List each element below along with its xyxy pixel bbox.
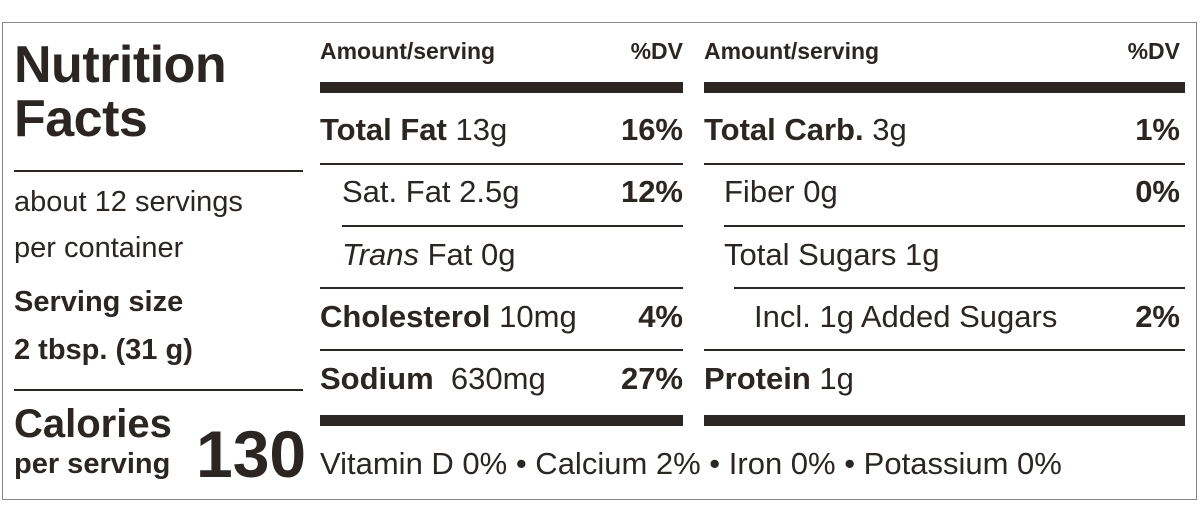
dv-total-fat: 16%: [620, 112, 683, 147]
thick-rule: [704, 82, 1185, 93]
row-divider: [704, 349, 1185, 351]
dv-total-carb: 1%: [1135, 112, 1180, 147]
row-divider: [320, 287, 683, 289]
row-divider: [734, 287, 1185, 289]
dv-sodium: 27%: [620, 361, 683, 396]
nutrient-protein: Protein 1g: [704, 361, 854, 396]
nutrient-cholesterol: Cholesterol 10mg: [320, 299, 577, 334]
nutrient-total-carb: Total Carb. 3g: [704, 112, 907, 147]
row-divider: [704, 163, 1185, 165]
right-header-amount: Amount/serving: [704, 38, 880, 64]
serving-size-label: Serving size: [14, 286, 184, 318]
label-title: Nutrition Facts: [14, 36, 227, 148]
serving-size-value: 2 tbsp. (31 g): [14, 334, 193, 366]
nutrient-fiber: Fiber 0g: [724, 174, 838, 209]
row-divider: [320, 349, 683, 351]
row-divider: [320, 163, 683, 165]
title-line-2: Facts: [14, 90, 148, 148]
vitamins-minerals-line: Vitamin D 0% • Calcium 2% • Iron 0% • Po…: [320, 446, 1062, 481]
servings-line-2: per container: [14, 232, 184, 264]
nutrient-trans-fat: Trans Fat 0g: [342, 237, 516, 272]
thick-rule: [704, 415, 1185, 426]
nutrient-added-sugars: Incl. 1g Added Sugars: [754, 299, 1058, 334]
divider: [14, 170, 303, 172]
nutrient-total-sugars: Total Sugars 1g: [724, 237, 940, 272]
dv-cholesterol: 4%: [638, 299, 683, 334]
nutrient-sat-fat: Sat. Fat 2.5g: [342, 174, 520, 209]
row-divider: [342, 225, 683, 227]
title-line-1: Nutrition: [14, 36, 227, 94]
thick-rule: [320, 415, 683, 426]
dv-fiber: 0%: [1135, 174, 1180, 209]
row-divider: [724, 225, 1185, 227]
nutrient-total-fat: Total Fat 13g: [320, 112, 508, 147]
left-header-amount: Amount/serving: [320, 38, 496, 64]
calories-label: Calories: [14, 402, 172, 446]
calories-value: 130: [196, 417, 307, 491]
calories-sub-label: per serving: [14, 448, 171, 480]
right-header-dv: %DV: [1127, 38, 1180, 64]
dv-added-sugars: 2%: [1135, 299, 1180, 334]
left-header-dv: %DV: [630, 38, 683, 64]
thick-rule: [320, 82, 683, 93]
servings-line-1: about 12 servings: [14, 186, 243, 218]
nutrition-label-frame: [2, 22, 1197, 500]
divider: [14, 389, 303, 391]
nutrient-sodium: Sodium 630mg: [320, 361, 546, 396]
dv-sat-fat: 12%: [620, 174, 683, 209]
